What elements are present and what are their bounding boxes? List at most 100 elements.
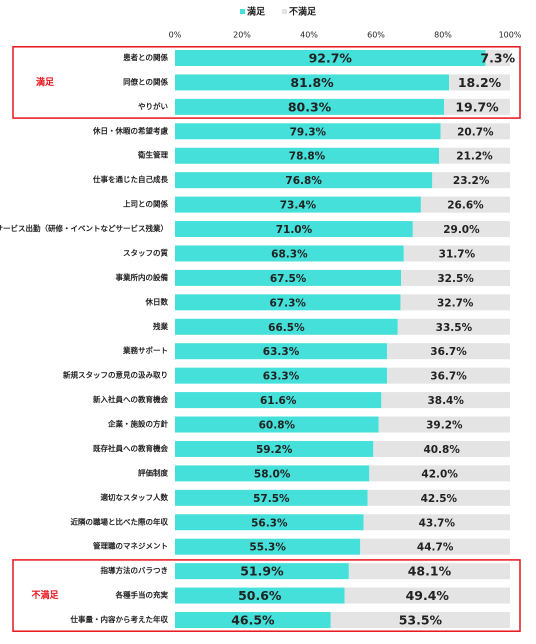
value-label: 80.3%	[288, 99, 332, 114]
bar-segment	[330, 612, 510, 628]
bar-segment	[175, 538, 361, 555]
x-tick-label: 100%	[499, 31, 522, 40]
value-label: 38.4%	[427, 395, 464, 407]
value-label: 60.8%	[259, 420, 296, 432]
category-label: 評価制度	[138, 467, 168, 477]
value-label: 79.3%	[290, 126, 327, 138]
bar-segment	[175, 367, 388, 384]
value-label: 53.5%	[399, 613, 443, 628]
bar-segment	[363, 514, 510, 531]
value-label: 42.0%	[421, 468, 458, 480]
category-label: 休日数	[145, 296, 169, 306]
bar-segment	[401, 269, 510, 286]
bar-segment	[440, 123, 510, 140]
category-label: 管理職のマネジメント	[93, 541, 168, 551]
bar-segment	[175, 392, 382, 409]
value-label: 66.5%	[268, 322, 305, 334]
bar-segment	[175, 612, 331, 628]
bar-segment	[412, 221, 510, 238]
value-label: 39.2%	[426, 420, 463, 432]
value-label: 7.3%	[480, 51, 515, 66]
category-label: スタッフの質	[123, 247, 168, 257]
category-label: 仕事量・内容から考えた年収	[70, 614, 169, 624]
bar-segment	[400, 294, 510, 311]
bar-segment	[175, 563, 349, 580]
bar-segment	[175, 587, 345, 604]
bar-segment	[378, 416, 510, 433]
value-label: 76.8%	[285, 175, 322, 187]
bar-segment	[432, 172, 510, 189]
category-label: 既存社員への教育機会	[93, 443, 168, 453]
value-label: 21.2%	[456, 151, 493, 163]
bar-segment	[367, 489, 510, 506]
bar-segment	[387, 343, 510, 360]
bar-segment	[175, 74, 450, 91]
bar-segment	[175, 489, 368, 506]
bar-segment	[175, 172, 433, 189]
value-label: 73.4%	[280, 200, 317, 212]
category-label: 新規スタッフの意見の汲み取り	[63, 370, 168, 380]
category-label: やりがい	[138, 101, 168, 111]
value-label: 19.7%	[455, 99, 499, 114]
legend-label: 満足	[247, 6, 266, 18]
x-tick-label: 20%	[233, 31, 251, 40]
value-label: 43.7%	[419, 517, 456, 529]
highlight-box	[12, 559, 521, 632]
x-tick-label: 60%	[367, 31, 385, 40]
bar-segment	[485, 50, 510, 66]
value-label: 92.7%	[309, 51, 353, 66]
bar-segment	[403, 245, 510, 262]
bar-segment	[438, 147, 510, 164]
highlight-box	[12, 46, 521, 119]
value-label: 50.6%	[238, 588, 282, 603]
bar-segment	[175, 440, 374, 457]
bar-segment	[175, 221, 413, 238]
value-label: 20.7%	[457, 126, 494, 138]
bar-segment	[444, 98, 510, 115]
category-label: 近隣の職場と比べた際の年収	[71, 516, 169, 526]
legend-label: 不満足	[289, 6, 317, 18]
legend-swatch	[282, 9, 288, 14]
category-label: 各種手当の充実	[115, 590, 169, 600]
highlight-label: 満足	[36, 76, 55, 88]
value-label: 48.1%	[408, 564, 452, 579]
value-label: 68.3%	[271, 248, 308, 260]
value-label: 40.8%	[423, 444, 460, 456]
bar-segment	[420, 196, 510, 213]
bar-segment	[348, 563, 510, 580]
bar-segment	[175, 123, 441, 140]
value-label: 32.7%	[437, 297, 474, 309]
category-label: 上司との関係	[123, 199, 168, 209]
highlight-label: 不満足	[31, 589, 59, 601]
category-label: 患者との関係	[123, 52, 168, 62]
x-tick-label: 80%	[434, 31, 452, 40]
value-label: 61.6%	[260, 395, 297, 407]
value-label: 44.7%	[417, 542, 454, 554]
bar-segment	[175, 269, 402, 286]
value-label: 51.9%	[240, 564, 284, 579]
value-label: 63.3%	[263, 371, 300, 383]
category-label: 休日・休暇の希望考慮	[92, 125, 168, 135]
value-label: 81.8%	[290, 75, 334, 90]
bar-segment	[373, 440, 510, 457]
value-label: 49.4%	[406, 588, 450, 603]
value-label: 63.3%	[263, 346, 300, 358]
bar-segment	[175, 294, 401, 311]
category-label: 同僚との関係	[123, 76, 168, 86]
bar-segment	[175, 147, 439, 164]
value-label: 18.2%	[458, 75, 502, 90]
x-tick-label: 40%	[300, 31, 318, 40]
bar-segment	[449, 74, 510, 91]
value-label: 36.7%	[430, 371, 467, 383]
value-label: 55.3%	[249, 542, 286, 554]
category-label: サービス出勤（研修・イベントなどサービス残業）	[0, 223, 168, 233]
value-label: 57.5%	[253, 493, 290, 505]
category-label: 仕事を通じた自己成長	[92, 174, 168, 184]
value-label: 33.5%	[436, 322, 473, 334]
value-label: 67.5%	[270, 273, 307, 285]
value-label: 56.3%	[251, 517, 288, 529]
bar-segment	[360, 538, 510, 555]
value-label: 31.7%	[439, 248, 476, 260]
value-label: 46.5%	[231, 613, 275, 628]
